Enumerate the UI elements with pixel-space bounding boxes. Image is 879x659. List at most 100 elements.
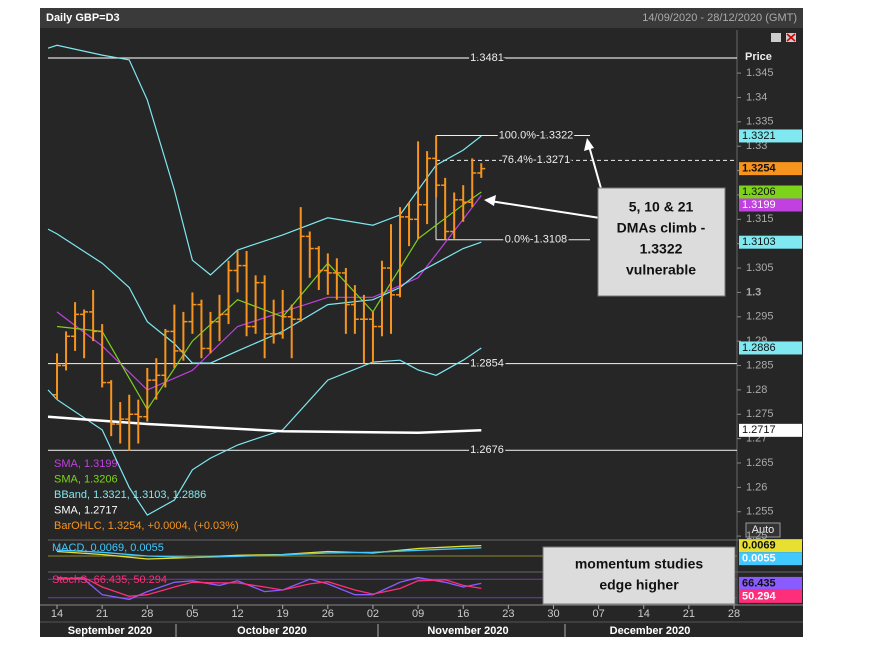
callout-text: momentum studies [575, 556, 704, 572]
legend-entry: SMA, 1.2717 [54, 504, 118, 516]
restore-icon[interactable] [771, 33, 781, 42]
value-box [739, 552, 802, 566]
legend-entry: StochS, 66.435, 50.294 [52, 574, 167, 586]
window-title: Daily GBP=D3 [46, 12, 120, 24]
callout-text: DMAs climb - [617, 220, 706, 236]
x-tick-label: 21 [96, 608, 108, 620]
x-tick-label: 02 [367, 608, 379, 620]
date-range: 14/09/2020 - 28/12/2020 (GMT) [642, 12, 797, 24]
indicator-line [56, 576, 482, 601]
y-tick-label: 1.25 [746, 530, 767, 542]
arrow [588, 145, 603, 193]
x-tick-label: 09 [412, 608, 424, 620]
x-tick-label: 30 [547, 608, 559, 620]
y-tick-label: 1.33 [746, 140, 767, 152]
callout-box [542, 546, 736, 605]
y-tick-label: 1.255 [746, 506, 774, 518]
value-box-label: 0.0069 [742, 540, 776, 552]
legend-entry: SMA, 1.3199 [54, 458, 118, 470]
value-box-label: 1.3206 [742, 186, 776, 198]
fib-label: 0.0%-1.3108 [505, 234, 567, 246]
month-label: December 2020 [610, 625, 691, 637]
value-box-label: 1.3103 [742, 236, 776, 248]
value-box-label: 1.2886 [742, 342, 776, 354]
callout-text: 1.3322 [640, 241, 683, 257]
plot: 1.251.2551.261.2651.271.2751.281.2851.29… [47, 44, 802, 637]
x-tick-label: 16 [457, 608, 469, 620]
indicator-line [47, 415, 482, 435]
value-box-label: 0.0055 [742, 553, 776, 565]
fib-label: 76.4%-1.3271 [502, 154, 571, 166]
legend-entry: BarOHLC, 1.3254, +0.0004, (+0.03%) [54, 520, 239, 532]
auto-button[interactable] [745, 522, 781, 538]
legend-entry: BBand, 1.3321, 1.3103, 1.2886 [54, 489, 206, 501]
y-tick-label: 1.285 [746, 359, 774, 371]
arrow-head [584, 138, 594, 151]
callout-text: 5, 10 & 21 [629, 199, 694, 215]
close-x [786, 33, 796, 42]
value-box [739, 589, 802, 603]
level-label: 1.2854 [470, 357, 504, 369]
value-box [739, 198, 802, 212]
x-tick-label: 23 [502, 608, 514, 620]
auto-label[interactable]: Auto [752, 524, 775, 536]
title-bar [40, 8, 803, 28]
value-box [739, 129, 802, 143]
legend-entry: MACD, 0.0069, 0.0055 [52, 542, 164, 554]
y-tick-label: 1.34 [746, 91, 767, 103]
value-box-label: 50.294 [742, 590, 777, 602]
x-tick-label: 07 [592, 608, 604, 620]
value-box [739, 423, 802, 437]
value-box-label: 1.3199 [742, 199, 776, 211]
value-box [739, 539, 802, 553]
value-box-label: 66.435 [742, 577, 776, 589]
arrow-head [484, 195, 496, 206]
month-label: September 2020 [68, 625, 152, 637]
level-label: 1.3481 [470, 52, 504, 64]
indicator-line [47, 347, 482, 516]
y-tick-label: 1.265 [746, 457, 774, 469]
y-tick-label: 1.345 [746, 67, 774, 79]
x-tick-label: 14 [638, 608, 650, 620]
y-tick-label: 1.295 [746, 311, 774, 323]
price-header: Price [745, 51, 772, 63]
frame [40, 8, 803, 637]
y-tick-label: 1.3 [746, 286, 761, 298]
y-tick-label: 1.28 [746, 384, 767, 396]
indicator-line [47, 228, 482, 364]
value-box [739, 235, 802, 249]
y-tick-label: 1.26 [746, 481, 767, 493]
y-tick-label: 1.335 [746, 116, 774, 128]
callout-box [597, 187, 726, 297]
level-label: 1.2676 [470, 444, 504, 456]
x-tick-label: 28 [141, 608, 153, 620]
value-box [739, 162, 802, 176]
value-box-label: 1.3254 [742, 163, 777, 175]
x-tick-label: 14 [51, 608, 63, 620]
y-tick-label: 1.275 [746, 408, 774, 420]
indicator-line [56, 576, 482, 597]
x-tick-label: 26 [322, 608, 334, 620]
value-box-label: 1.2717 [742, 424, 776, 436]
value-box [739, 185, 802, 199]
x-tick-label: 12 [231, 608, 243, 620]
x-tick-label: 19 [277, 608, 289, 620]
indicator-line [56, 547, 482, 559]
callout-text: edge higher [599, 577, 679, 593]
y-tick-label: 1.315 [746, 213, 774, 225]
value-box [739, 576, 802, 590]
value-box-label: 1.3321 [742, 130, 776, 142]
indicator-line [47, 44, 482, 276]
y-tick-label: 1.305 [746, 262, 774, 274]
value-box [739, 341, 802, 355]
x-tick-label: 28 [728, 608, 740, 620]
callout-text: vulnerable [626, 262, 696, 278]
month-label: November 2020 [427, 625, 508, 637]
x-tick-label: 21 [683, 608, 695, 620]
x-tick-label: 05 [186, 608, 198, 620]
legend-entry: SMA, 1.3206 [54, 473, 118, 485]
fib-label: 100.0%-1.3322 [499, 129, 574, 141]
month-label: October 2020 [237, 625, 307, 637]
